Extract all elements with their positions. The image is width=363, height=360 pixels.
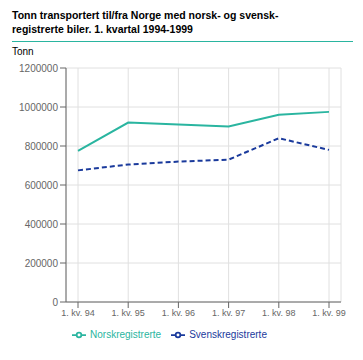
svg-text:1. kv. 96: 1. kv. 96	[162, 308, 195, 318]
svg-text:1. kv. 95: 1. kv. 95	[112, 308, 145, 318]
html-text:registrerte biler. 1. kvartal: registrerte biler. 1. kvartal 1994-1999	[12, 23, 193, 35]
svg-text:400000: 400000	[25, 219, 59, 230]
svg-text:1200000: 1200000	[19, 63, 58, 74]
svg-text:1. kv. 94: 1. kv. 94	[61, 308, 94, 318]
svg-text:200000: 200000	[25, 258, 59, 269]
html-text:Tonn transportert til/fra Norg: Tonn transportert til/fra Norge med nors…	[12, 9, 279, 21]
svg-text:1. kv. 98: 1. kv. 98	[262, 308, 295, 318]
svg-text:1. kv. 99: 1. kv. 99	[312, 308, 345, 318]
html-text:Svenskregistrerte: Svenskregistrerte	[189, 328, 267, 340]
svg-text:1. kv. 97: 1. kv. 97	[212, 308, 245, 318]
html-text:Tonn: Tonn	[12, 46, 34, 57]
svg-text:800000: 800000	[25, 141, 59, 152]
svg-text:1000000: 1000000	[19, 102, 58, 113]
svg-text:600000: 600000	[25, 180, 59, 191]
svg-text:0: 0	[52, 297, 58, 308]
html-text:Norskregistrerte: Norskregistrerte	[90, 328, 162, 340]
